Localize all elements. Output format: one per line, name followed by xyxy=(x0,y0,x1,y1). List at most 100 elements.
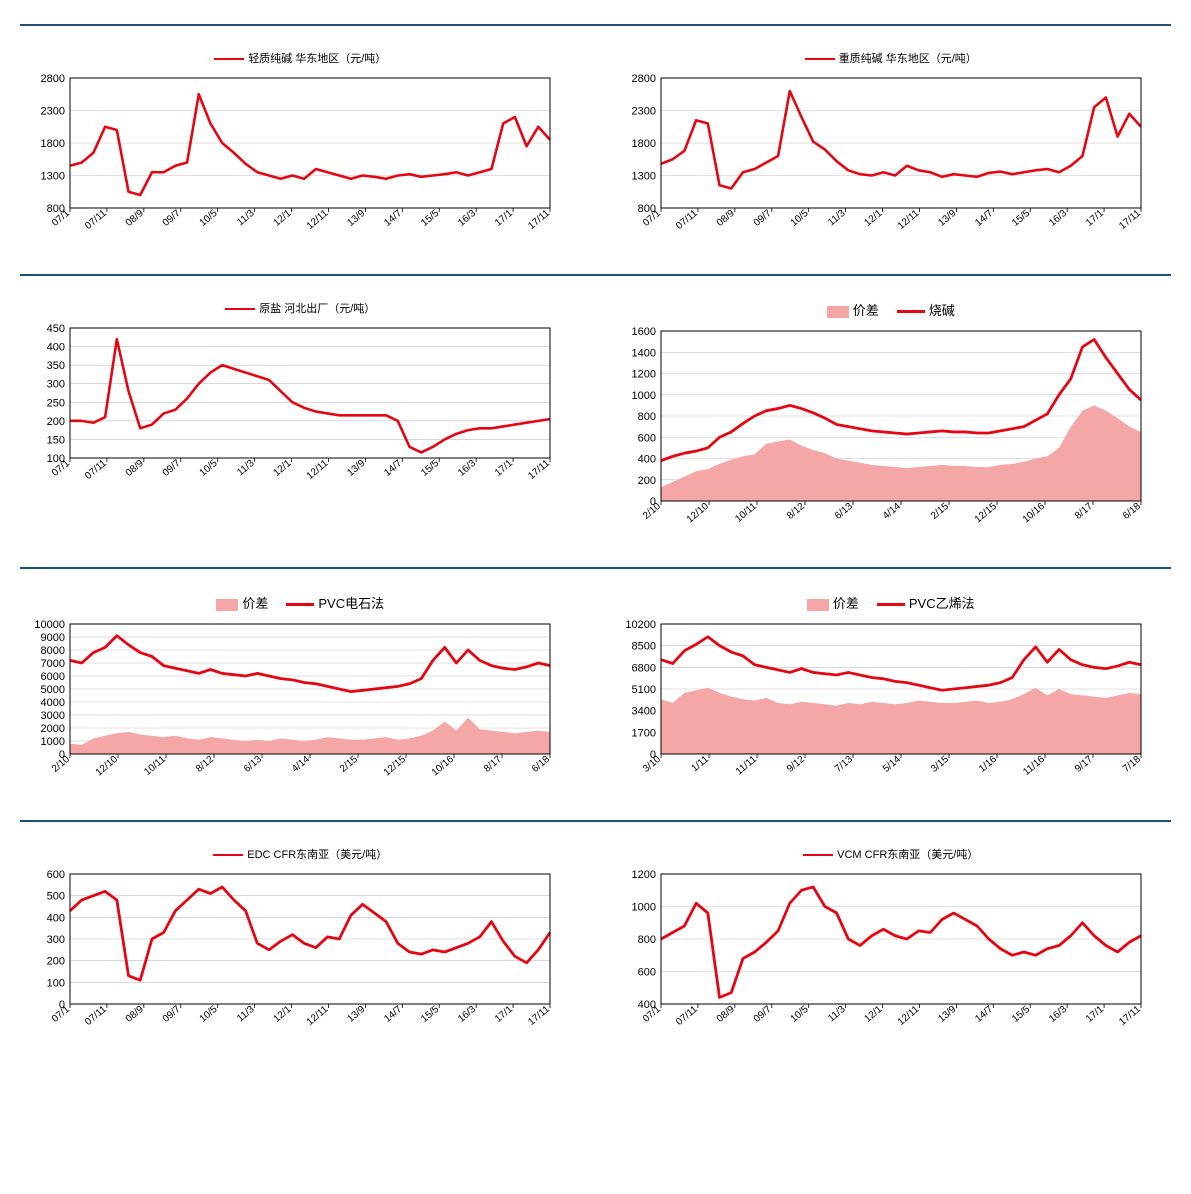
svg-text:13/9: 13/9 xyxy=(345,208,367,229)
svg-text:17/1: 17/1 xyxy=(1084,208,1106,229)
chart-card-c1: 轻质纯碱 华东地区（元/吨）800130018002300280007/107/… xyxy=(20,50,581,250)
svg-text:08/9: 08/9 xyxy=(714,1004,736,1025)
svg-text:300: 300 xyxy=(47,379,65,391)
svg-text:12/11: 12/11 xyxy=(305,208,331,232)
svg-text:2/10: 2/10 xyxy=(640,501,662,522)
svg-text:07/11: 07/11 xyxy=(83,458,109,482)
svg-text:17/11: 17/11 xyxy=(1117,1004,1143,1028)
svg-text:6/18: 6/18 xyxy=(1120,501,1142,522)
section-divider xyxy=(20,820,1171,822)
svg-text:10/5: 10/5 xyxy=(198,1004,220,1025)
svg-text:12/11: 12/11 xyxy=(895,1004,921,1028)
svg-text:3/10: 3/10 xyxy=(640,754,662,775)
svg-text:08/9: 08/9 xyxy=(124,1004,146,1025)
legend-line-label: PVC乙烯法 xyxy=(909,596,975,611)
legend: 价差 PVC电石法 xyxy=(20,593,581,612)
legend-line: EDC CFR东南亚（美元/吨） xyxy=(213,846,387,862)
svg-text:1600: 1600 xyxy=(631,326,655,338)
line-series xyxy=(70,636,550,692)
svg-text:450: 450 xyxy=(47,323,65,335)
chart-card-c4: 价差烧碱020040060080010001200140016002/1012/… xyxy=(611,300,1172,543)
line-series xyxy=(70,887,550,980)
legend-area-label: 价差 xyxy=(833,596,859,611)
svg-text:11/3: 11/3 xyxy=(235,458,257,479)
svg-text:6/18: 6/18 xyxy=(530,754,552,775)
svg-text:1/11: 1/11 xyxy=(689,754,711,775)
svg-text:150: 150 xyxy=(47,434,65,446)
svg-text:8000: 8000 xyxy=(41,645,65,657)
svg-text:08/9: 08/9 xyxy=(124,458,146,479)
svg-text:400: 400 xyxy=(637,454,655,466)
svg-text:17/1: 17/1 xyxy=(493,1004,515,1025)
svg-text:350: 350 xyxy=(47,360,65,372)
legend-line-label: 轻质纯碱 华东地区（元/吨） xyxy=(248,53,386,65)
svg-text:500: 500 xyxy=(47,891,65,903)
svg-text:2800: 2800 xyxy=(631,73,655,85)
chart-card-c2: 重质纯碱 华东地区（元/吨）800130018002300280007/107/… xyxy=(611,50,1172,250)
svg-text:11/3: 11/3 xyxy=(235,1004,257,1025)
chart-svg: 017003400510068008500102003/101/1111/119… xyxy=(611,616,1151,796)
svg-text:1200: 1200 xyxy=(631,369,655,381)
svg-text:800: 800 xyxy=(637,411,655,423)
svg-text:2/10: 2/10 xyxy=(50,754,72,775)
svg-text:12/10: 12/10 xyxy=(94,754,121,779)
legend-line: 重质纯碱 华东地区（元/吨） xyxy=(805,50,977,66)
legend-line-label: 原盐 河北出厂（元/吨） xyxy=(259,303,375,315)
svg-text:07/11: 07/11 xyxy=(83,208,109,232)
svg-text:600: 600 xyxy=(637,432,655,444)
svg-text:07/1: 07/1 xyxy=(50,1004,72,1025)
svg-text:17/11: 17/11 xyxy=(526,458,552,482)
chart-svg: 010020030040050060007/107/1108/909/710/5… xyxy=(20,866,560,1046)
svg-text:400: 400 xyxy=(47,342,65,354)
svg-text:14/7: 14/7 xyxy=(382,1004,404,1025)
svg-text:8/17: 8/17 xyxy=(482,754,504,775)
svg-text:1800: 1800 xyxy=(41,138,65,150)
chart-svg: 4006008001000120007/107/1108/909/710/511… xyxy=(611,866,1151,1046)
svg-text:10200: 10200 xyxy=(625,619,656,631)
svg-text:17/1: 17/1 xyxy=(493,208,515,229)
svg-text:1300: 1300 xyxy=(41,171,65,183)
line-series xyxy=(70,94,550,195)
svg-text:4/14: 4/14 xyxy=(880,501,902,522)
line-series xyxy=(661,91,1141,189)
svg-text:14/7: 14/7 xyxy=(382,208,404,229)
legend-area: 价差 xyxy=(827,300,879,319)
svg-text:12/15: 12/15 xyxy=(382,754,409,779)
chart-svg: 0100020003000400050006000700080009000100… xyxy=(20,616,560,796)
chart-svg: 10015020025030035040045007/107/1108/909/… xyxy=(20,320,560,500)
svg-text:08/9: 08/9 xyxy=(714,208,736,229)
svg-text:11/3: 11/3 xyxy=(826,208,848,229)
svg-text:9/12: 9/12 xyxy=(784,754,806,775)
svg-text:1700: 1700 xyxy=(631,727,655,739)
svg-text:600: 600 xyxy=(47,869,65,881)
section-divider xyxy=(20,567,1171,569)
svg-text:17/11: 17/11 xyxy=(526,208,552,232)
svg-text:1800: 1800 xyxy=(631,138,655,150)
svg-text:8/12: 8/12 xyxy=(784,501,806,522)
svg-text:200: 200 xyxy=(637,475,655,487)
svg-text:09/7: 09/7 xyxy=(751,1004,773,1025)
legend-area-label: 价差 xyxy=(242,596,268,611)
svg-text:250: 250 xyxy=(47,397,65,409)
legend: 原盐 河北出厂（元/吨） xyxy=(20,300,581,316)
legend-line-label: PVC电石法 xyxy=(318,596,384,611)
legend-line: PVC电石法 xyxy=(286,593,384,612)
line-series xyxy=(661,887,1141,998)
svg-text:3/15: 3/15 xyxy=(928,754,950,775)
chart-card-c8: VCM CFR东南亚（美元/吨）4006008001000120007/107/… xyxy=(611,846,1172,1046)
svg-text:6800: 6800 xyxy=(631,662,655,674)
svg-text:7/13: 7/13 xyxy=(832,754,854,775)
svg-text:13/9: 13/9 xyxy=(936,1004,958,1025)
line-series xyxy=(661,637,1141,691)
svg-text:12/10: 12/10 xyxy=(684,501,711,526)
svg-text:3400: 3400 xyxy=(631,706,655,718)
svg-text:14/7: 14/7 xyxy=(973,1004,995,1025)
svg-text:16/3: 16/3 xyxy=(456,1004,478,1025)
svg-text:15/5: 15/5 xyxy=(419,458,441,479)
chart-svg: 800130018002300280007/107/1108/909/710/5… xyxy=(611,70,1151,250)
chart-card-c6: 价差PVC乙烯法017003400510068008500102003/101/… xyxy=(611,593,1172,796)
svg-text:2300: 2300 xyxy=(631,106,655,118)
svg-text:09/7: 09/7 xyxy=(751,208,773,229)
area-series xyxy=(70,718,550,754)
chart-card-c3: 原盐 河北出厂（元/吨）10015020025030035040045007/1… xyxy=(20,300,581,543)
